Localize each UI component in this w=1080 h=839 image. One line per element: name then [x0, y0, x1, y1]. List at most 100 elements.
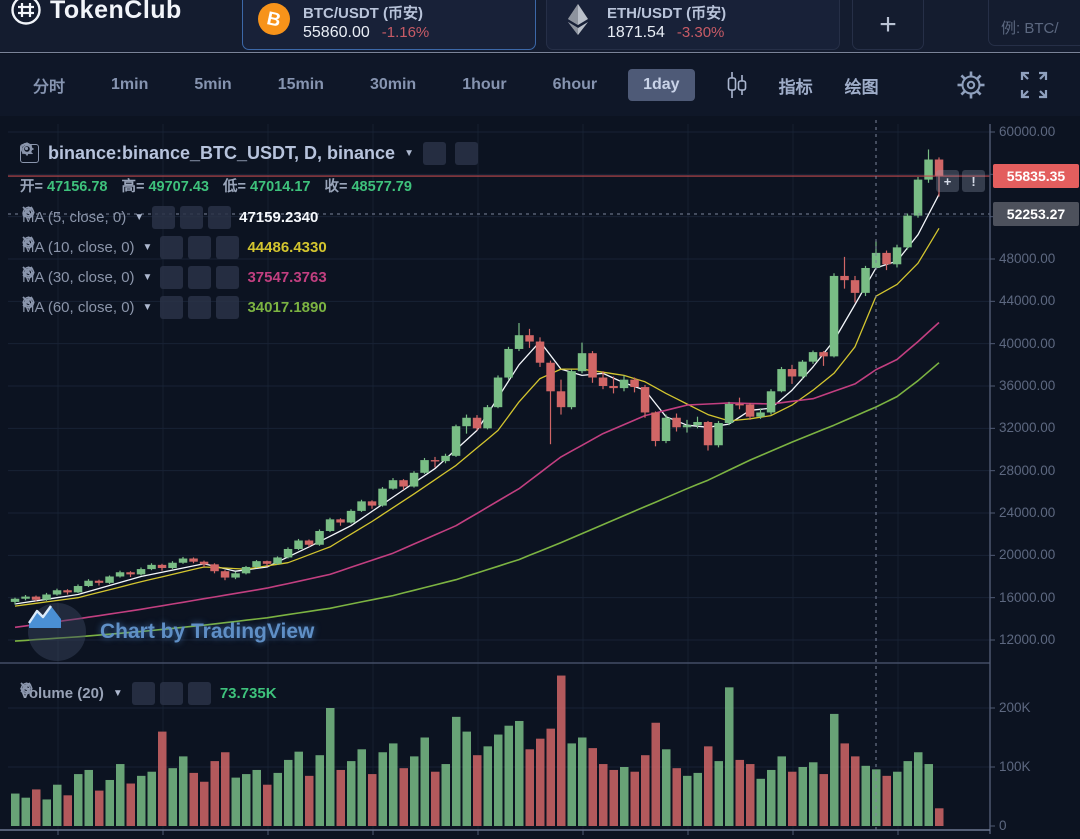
- volume-label[interactable]: Volume (20): [20, 685, 104, 702]
- candle-body: [840, 275, 849, 281]
- volume-bar: [420, 737, 429, 826]
- eth-pair-change: -3.30%: [676, 24, 725, 42]
- close-label: 收=: [324, 179, 348, 195]
- tf-1day[interactable]: 1day: [628, 69, 695, 101]
- symbol-settings-button[interactable]: [20, 142, 478, 165]
- candle-body: [31, 596, 41, 600]
- ma30-row: MA (30, close, 0) ▼ 37547.3763: [22, 266, 327, 289]
- volume-bar: [347, 761, 356, 826]
- volume-bar: [168, 768, 177, 826]
- chevron-down-icon[interactable]: ▼: [134, 212, 145, 223]
- volume-bar: [473, 755, 482, 826]
- volume-bar: [263, 784, 272, 826]
- eth-icon: [568, 4, 588, 35]
- tradingview-attribution[interactable]: Chart by TradingView: [28, 603, 314, 661]
- visibility-button[interactable]: [22, 236, 184, 259]
- volume-bar: [105, 779, 114, 826]
- chart-style-button[interactable]: [725, 70, 749, 100]
- tf-fenshi[interactable]: 分时: [33, 79, 66, 96]
- tf-1min[interactable]: 1min: [111, 76, 149, 93]
- visibility-button[interactable]: [20, 682, 155, 705]
- candle-body: [619, 379, 629, 389]
- remove-indicator-button[interactable]: [22, 206, 232, 229]
- ma10-label[interactable]: MA (10, close, 0): [22, 239, 135, 256]
- candle-body: [199, 561, 209, 565]
- volume-bar: [284, 759, 293, 826]
- ma30-line: [14, 321, 940, 629]
- candle-body: [892, 247, 902, 265]
- candle-body: [861, 267, 870, 293]
- remove-indicator-button[interactable]: [22, 236, 240, 259]
- remove-indicator-button[interactable]: [22, 266, 240, 289]
- tf-6hour[interactable]: 6hour: [552, 76, 598, 93]
- volume-bar: [305, 775, 314, 826]
- price-chart-canvas[interactable]: [0, 116, 1080, 839]
- candle-body: [913, 179, 923, 216]
- indicator-settings-button[interactable]: [20, 682, 183, 705]
- volume-bar: [651, 722, 660, 826]
- attribution-text: Chart by TradingView: [100, 620, 315, 643]
- volume-bar: [809, 762, 818, 826]
- ma30-label[interactable]: MA (30, close, 0): [22, 269, 135, 286]
- quick-order-button[interactable]: +: [936, 170, 959, 192]
- symbol-visibility-button[interactable]: [20, 142, 446, 165]
- chevron-down-icon[interactable]: ▼: [112, 688, 123, 699]
- price-axis-tick: 44000.00: [999, 293, 1056, 309]
- price-axis-tick: 24000.00: [999, 505, 1056, 520]
- candle-body: [241, 566, 251, 574]
- volume-bar: [63, 795, 72, 826]
- volume-bar: [126, 783, 135, 826]
- indicator-settings-button[interactable]: [22, 206, 204, 229]
- chevron-down-icon[interactable]: ▼: [142, 302, 153, 313]
- candle-body: [850, 280, 860, 293]
- alert-countdown-button[interactable]: !: [962, 170, 985, 192]
- chevron-down-icon[interactable]: ▼: [142, 242, 153, 253]
- candle-body: [577, 353, 587, 372]
- volume-bar: [11, 793, 20, 826]
- symbol-search-input[interactable]: [988, 0, 1080, 46]
- chevron-down-icon[interactable]: ▼: [404, 148, 414, 159]
- volume-bar: [326, 708, 335, 826]
- price-axis-tick: 60000.00: [999, 124, 1056, 139]
- ma10-line: [14, 227, 940, 607]
- indicator-settings-button[interactable]: [22, 296, 212, 319]
- candle-body: [126, 572, 135, 575]
- ma5-label[interactable]: MA (5, close, 0): [22, 209, 127, 226]
- indicator-settings-button[interactable]: [22, 236, 212, 259]
- candle-body: [105, 576, 114, 583]
- remove-indicator-button[interactable]: [20, 682, 211, 705]
- candle-body: [672, 417, 681, 428]
- pair-card-eth[interactable]: ETH/USDT (币安) 1871.54 -3.30%: [546, 0, 840, 50]
- symbol-legend-title[interactable]: binance:binance_BTC_USDT, D, binance: [48, 143, 396, 163]
- open-label: 开=: [20, 179, 43, 195]
- settings-gear-icon[interactable]: [956, 70, 986, 100]
- ma60-label[interactable]: MA (60, close, 0): [22, 299, 135, 316]
- tf-15min[interactable]: 15min: [277, 76, 324, 93]
- remove-indicator-button[interactable]: [22, 296, 240, 319]
- indicators-button[interactable]: 指标: [778, 77, 813, 97]
- add-pair-button[interactable]: +: [852, 0, 924, 50]
- candle-body: [735, 403, 744, 406]
- top-header: TokenClub B BTC/USDT (币安) 55860.00 -1.16…: [0, 0, 1080, 53]
- chevron-down-icon[interactable]: ▼: [142, 272, 153, 283]
- volume-bar: [74, 774, 83, 826]
- volume-axis-tick: 200K: [999, 700, 1031, 715]
- candle-body: [10, 598, 20, 602]
- indicator-settings-button[interactable]: [22, 266, 212, 289]
- volume-bar: [840, 743, 849, 826]
- drawing-button[interactable]: 绘图: [844, 77, 879, 97]
- tf-30min[interactable]: 30min: [369, 76, 417, 93]
- visibility-button[interactable]: [22, 266, 184, 289]
- volume-bar: [462, 731, 471, 826]
- tf-5min[interactable]: 5min: [194, 76, 232, 93]
- visibility-button[interactable]: [22, 206, 176, 229]
- pair-card-btc[interactable]: B BTC/USDT (币安) 55860.00 -1.16%: [242, 0, 536, 50]
- visibility-button[interactable]: [22, 296, 184, 319]
- volume-bar: [641, 755, 650, 826]
- volume-bar: [788, 771, 797, 826]
- candle-body: [84, 580, 93, 587]
- fullscreen-icon[interactable]: [1020, 71, 1048, 99]
- candle-body: [556, 391, 566, 408]
- tf-1hour[interactable]: 1hour: [462, 76, 507, 93]
- candle-body: [73, 586, 83, 593]
